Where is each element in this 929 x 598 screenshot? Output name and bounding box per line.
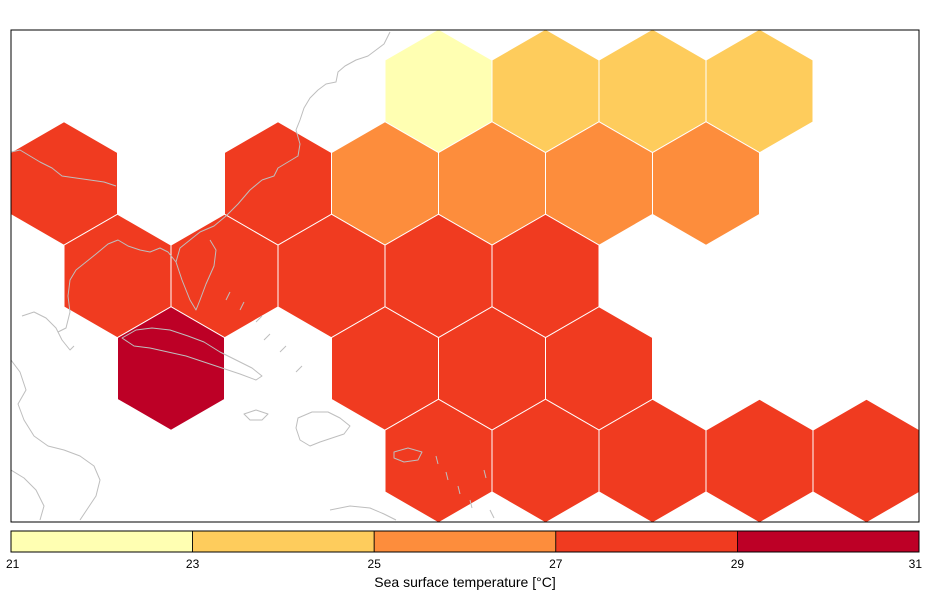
coastline-layer bbox=[11, 31, 495, 521]
legend-ticks: 21 23 25 27 29 31 bbox=[6, 557, 922, 571]
island-jamaica bbox=[243, 409, 269, 421]
coastline-gulf bbox=[57, 239, 177, 333]
hexbin-layer bbox=[11, 30, 919, 522]
coastline-west bbox=[11, 149, 117, 187]
island-puerto-rico bbox=[393, 447, 423, 463]
legend-frame bbox=[10, 530, 920, 553]
legend-bin-29-31 bbox=[737, 530, 920, 553]
hex-cell-23 bbox=[705, 398, 814, 522]
coastline-south-america bbox=[329, 505, 397, 521]
legend-bin-23-25 bbox=[192, 530, 375, 553]
legend-tick-label: 29 bbox=[731, 557, 745, 571]
island-cuba bbox=[121, 327, 263, 381]
hex-cell-10 bbox=[652, 121, 760, 246]
islands-antilles bbox=[435, 455, 495, 519]
legend-tick-label: 23 bbox=[186, 557, 200, 571]
legend-tick-label: 27 bbox=[549, 557, 563, 571]
coastline-yucatan bbox=[11, 359, 101, 521]
coastline-central-america bbox=[21, 311, 75, 351]
legend-tick-label: 25 bbox=[368, 557, 382, 571]
legend-tick-label: 31 bbox=[909, 557, 923, 571]
map-frame bbox=[10, 29, 920, 523]
map-area bbox=[11, 30, 919, 522]
legend-bin-21-23 bbox=[10, 530, 194, 553]
legend-bin-27-29 bbox=[555, 530, 738, 553]
island-hispaniola bbox=[295, 411, 351, 447]
legend-colorbar bbox=[10, 530, 920, 553]
legend-bin-25-27 bbox=[373, 530, 557, 553]
hex-cell-16 bbox=[117, 306, 225, 431]
coastline-us-northeast bbox=[261, 31, 391, 181]
coastline-mexico-south bbox=[11, 469, 45, 521]
legend-tick-label: 21 bbox=[6, 557, 20, 571]
hex-cell-24 bbox=[812, 398, 919, 522]
color-legend: 21 23 25 27 29 31 Sea surface temperature [°C… bbox=[6, 530, 922, 590]
legend-title: Sea surface temperature [°C] bbox=[374, 574, 555, 590]
islands-bahamas bbox=[225, 291, 303, 373]
